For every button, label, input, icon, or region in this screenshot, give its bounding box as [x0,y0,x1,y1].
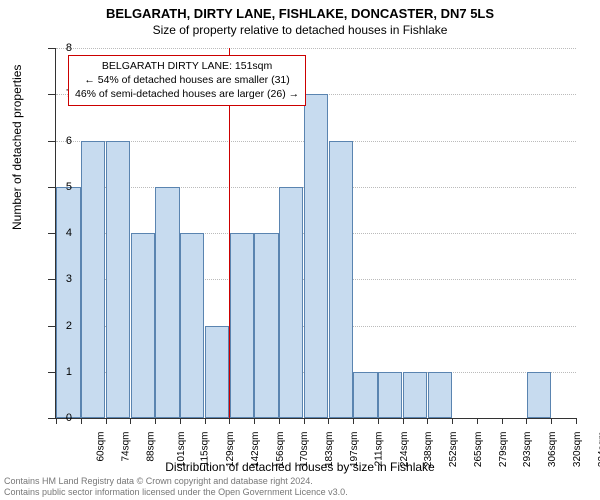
x-tick-label: 129sqm [225,432,236,468]
y-axis-label: Number of detached properties [10,65,24,230]
y-tick [48,418,56,419]
x-tick [328,418,329,424]
x-tick [130,418,131,424]
annotation-line3: 46% of semi-detached houses are larger (… [75,87,299,101]
y-tick-label: 3 [66,273,72,285]
y-tick-label: 0 [66,412,72,424]
x-tick-label: 115sqm [200,432,211,467]
x-tick [551,418,552,424]
x-tick [304,418,305,424]
y-tick [48,326,56,327]
x-tick-label: 279sqm [498,432,509,468]
y-tick-label: 2 [66,320,72,332]
bar [254,233,278,418]
y-tick [48,279,56,280]
x-tick [155,418,156,424]
x-tick-label: 320sqm [572,432,583,468]
x-tick-label: 74sqm [121,432,132,462]
chart-container: BELGARATH, DIRTY LANE, FISHLAKE, DONCAST… [0,0,600,500]
y-tick [48,141,56,142]
x-tick-label: 142sqm [250,432,261,468]
x-tick-label: 88sqm [145,432,156,462]
chart-title-main: BELGARATH, DIRTY LANE, FISHLAKE, DONCAST… [0,0,600,21]
bar [81,141,105,419]
y-tick-label: 1 [66,366,72,378]
annotation-box: BELGARATH DIRTY LANE: 151sqm← 54% of det… [68,55,306,106]
x-tick [229,418,230,424]
x-tick-label: 211sqm [373,432,384,467]
y-tick-label: 5 [66,181,72,193]
y-tick [48,94,56,95]
x-tick-label: 101sqm [176,432,187,468]
x-tick-label: 197sqm [349,432,360,468]
bar [131,233,155,418]
bar [329,141,353,419]
footer-attribution: Contains HM Land Registry data © Crown c… [4,476,348,498]
x-tick-label: 156sqm [275,432,286,468]
x-tick [403,418,404,424]
bar [353,372,377,418]
bar [428,372,452,418]
gridline [56,48,576,49]
x-tick-label: 170sqm [300,432,311,468]
x-tick [526,418,527,424]
bar [527,372,551,418]
x-tick [205,418,206,424]
bar [155,187,179,418]
x-tick [477,418,478,424]
x-tick [502,418,503,424]
annotation-line1: BELGARATH DIRTY LANE: 151sqm [75,59,299,73]
x-tick [353,418,354,424]
bar [304,94,328,418]
x-tick-label: 60sqm [96,432,107,462]
y-tick [48,372,56,373]
y-tick-label: 4 [66,227,72,239]
x-tick-label: 293sqm [522,432,533,468]
x-tick-label: 224sqm [399,432,410,468]
chart-title-sub: Size of property relative to detached ho… [0,21,600,37]
x-tick [56,418,57,424]
y-tick [48,187,56,188]
bar [180,233,204,418]
x-tick-label: 306sqm [547,432,558,468]
footer-line2: Contains public sector information licen… [4,487,348,498]
x-tick-label: 265sqm [473,432,484,468]
bar [378,372,402,418]
x-tick [81,418,82,424]
y-tick [48,48,56,49]
y-tick [48,233,56,234]
y-tick-label: 8 [66,42,72,54]
x-tick [254,418,255,424]
x-tick-label: 238sqm [423,432,434,468]
x-tick-label: 183sqm [324,432,335,468]
bar [403,372,427,418]
footer-line1: Contains HM Land Registry data © Crown c… [4,476,348,487]
bar [230,233,254,418]
bar [205,326,229,419]
x-tick [279,418,280,424]
x-tick-label: 252sqm [448,432,459,468]
x-tick [106,418,107,424]
x-tick [180,418,181,424]
x-tick [452,418,453,424]
annotation-line2: ← 54% of detached houses are smaller (31… [75,73,299,87]
bar [279,187,303,418]
x-tick [378,418,379,424]
bar [106,141,130,419]
x-tick [427,418,428,424]
y-tick-label: 6 [66,135,72,147]
x-tick [576,418,577,424]
bar [56,187,80,418]
